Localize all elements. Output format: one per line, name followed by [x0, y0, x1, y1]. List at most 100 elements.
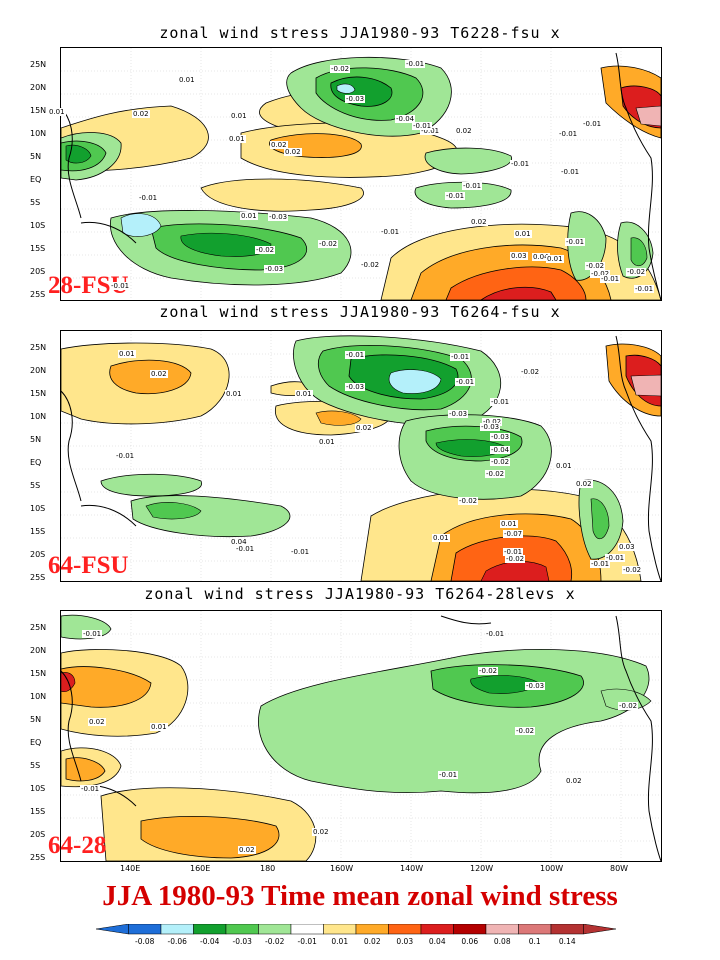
lat-label: 5N	[30, 152, 42, 161]
lat-label: 5N	[30, 435, 42, 444]
lat-label: 15S	[30, 244, 46, 253]
contour-value: 0.02	[575, 480, 593, 488]
contour-value: -0.03	[480, 423, 501, 431]
lat-label: 10N	[30, 412, 47, 421]
lat-label: 15N	[30, 669, 47, 678]
contour-value: -0.02	[360, 261, 381, 269]
lat-label: EQ	[30, 458, 42, 467]
contour-value: 0.03	[510, 252, 528, 260]
contour-value: -0.01	[235, 545, 256, 553]
contour-value: 0.02	[470, 218, 488, 226]
contour-value: -0.02	[585, 262, 606, 270]
lat-label: 20S	[30, 550, 46, 559]
contour-value: -0.01	[560, 168, 581, 176]
contour-value: -0.01	[485, 630, 506, 638]
contour-value: -0.02	[318, 240, 339, 248]
contour-value: -0.02	[590, 270, 611, 278]
contour-value: -0.01	[80, 785, 101, 793]
contour-value: -0.07	[503, 530, 524, 538]
main-title: JJA 1980-93 Time mean zonal wind stress	[102, 880, 618, 912]
contour-value: -0.01	[565, 238, 586, 246]
contour-value: 0.01	[225, 390, 243, 398]
contour-value: -0.02	[618, 702, 639, 710]
lat-label: 5N	[30, 715, 42, 724]
contour-value: 0.01	[228, 135, 246, 143]
colorbar-swatch	[550, 924, 584, 935]
colorbar-swatch	[388, 924, 422, 935]
colorbar-label: 0.1	[529, 937, 541, 946]
contour-value: -0.03	[268, 213, 289, 221]
contour-value: -0.01	[438, 771, 459, 779]
lon-label: 80W	[610, 864, 629, 873]
panel-2-title: zonal wind stress JJA1980-93 T6264-fsu x	[159, 303, 561, 321]
contour-value: -0.01	[380, 228, 401, 236]
contour-value: -0.01	[510, 160, 531, 168]
contour-value: -0.03	[525, 682, 546, 690]
lon-label: 140E	[120, 864, 141, 873]
lon-label: 100W	[540, 864, 564, 873]
colorbar-swatch	[518, 924, 552, 935]
contour-value: -0.02	[520, 368, 541, 376]
contour-value: -0.01	[462, 182, 483, 190]
contour-value: 0.01	[118, 350, 136, 358]
contour-value: -0.01	[445, 192, 466, 200]
contour-value: -0.02	[505, 555, 526, 563]
contour-value: 0.02	[284, 148, 302, 156]
colorbar-label: -0.06	[168, 937, 188, 946]
colorbar-label: -0.03	[233, 937, 253, 946]
contour-value: 0.01	[178, 76, 196, 84]
lon-label: 140W	[400, 864, 424, 873]
colorbar-label: -0.08	[135, 937, 155, 946]
colorbar-label: -0.04	[200, 937, 220, 946]
lon-label: 160E	[190, 864, 211, 873]
lat-label: EQ	[30, 175, 42, 184]
contour-value: 0.04	[230, 538, 248, 546]
colorbar-label: 0.14	[559, 937, 576, 946]
panel-2-map	[60, 330, 662, 582]
lat-label: 10S	[30, 784, 46, 793]
colorbar-swatch	[355, 924, 389, 935]
contour-value: -0.01	[600, 275, 621, 283]
contour-value: 0.02	[150, 370, 168, 378]
colorbar-label: 0.02	[364, 937, 381, 946]
colorbar-swatch	[128, 924, 162, 935]
contour-value: -0.01	[82, 630, 103, 638]
contour-value: -0.01	[405, 60, 426, 68]
colorbar-label: 0.06	[461, 937, 478, 946]
lat-label: EQ	[30, 738, 42, 747]
contour-value: 0.01	[48, 108, 66, 116]
colorbar-swatch	[225, 924, 259, 935]
colorbar-swatch	[290, 924, 324, 935]
colorbar-label: -0.01	[298, 937, 318, 946]
contour-value: -0.03	[490, 433, 511, 441]
lat-label: 25N	[30, 623, 47, 632]
contour-value: 0.01	[295, 390, 313, 398]
lat-label: 25S	[30, 853, 46, 862]
colorbar-high-end	[583, 924, 616, 935]
lat-label: 10N	[30, 692, 47, 701]
contour-value: 0.02	[565, 777, 583, 785]
contour-value: -0.01	[605, 554, 626, 562]
contour-value: -0.02	[330, 65, 351, 73]
contour-value: -0.01	[412, 122, 433, 130]
contour-value: 0.01	[150, 723, 168, 731]
contour-value: 0.01	[318, 438, 336, 446]
lat-label: 20S	[30, 267, 46, 276]
contour-value: 0.02	[88, 718, 106, 726]
contour-value: -0.03	[448, 410, 469, 418]
contour-value: -0.03	[264, 265, 285, 273]
contour-value: 0.01	[432, 534, 450, 542]
contour-value: -0.02	[515, 727, 536, 735]
colorbar: -0.08 -0.06 -0.04 -0.03 -0.02 -0.01 0.01 0.02 0.…	[96, 924, 616, 946]
lon-label: 120W	[470, 864, 494, 873]
contour-value: -0.04	[490, 446, 511, 454]
contour-value: -0.01	[634, 285, 655, 293]
contour-value: 0.02	[270, 141, 288, 149]
contour-value: -0.02	[478, 667, 499, 675]
colorbar-label: 0.01	[331, 937, 348, 946]
contour-value: -0.04	[395, 115, 416, 123]
contour-value: -0.02	[485, 470, 506, 478]
lat-label: 5S	[30, 761, 41, 770]
contour-value: -0.01	[558, 130, 579, 138]
contour-value: -0.02	[482, 418, 503, 426]
